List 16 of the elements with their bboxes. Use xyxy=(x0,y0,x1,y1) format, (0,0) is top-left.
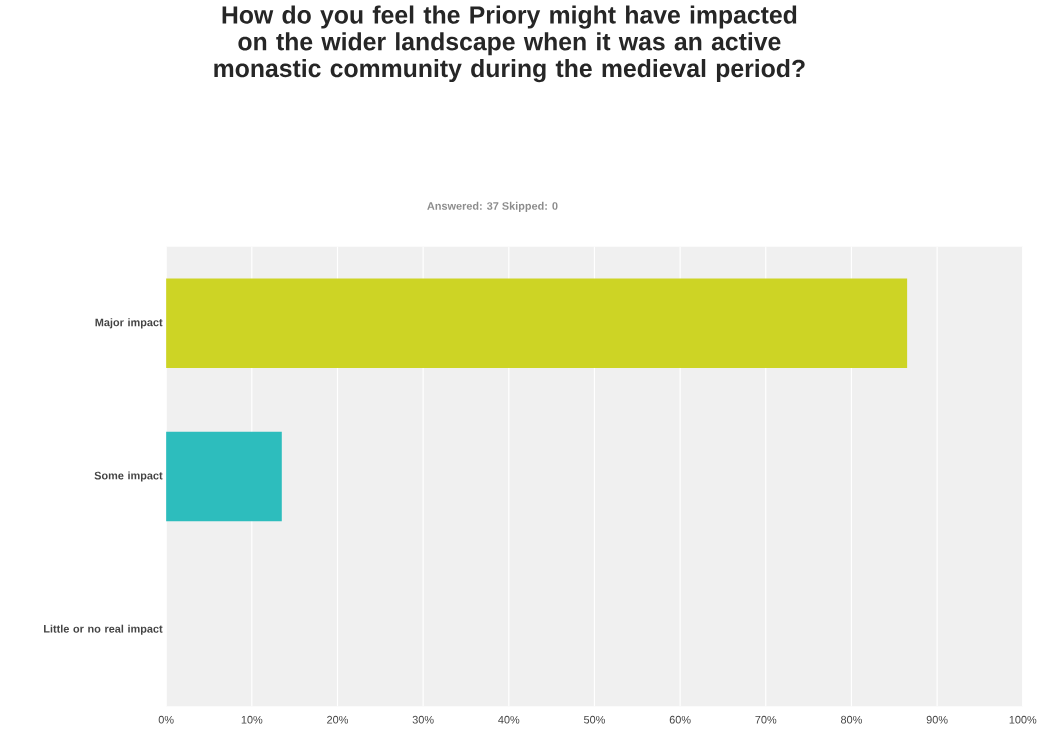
x-tick-label: 20% xyxy=(327,715,348,724)
x-tick-label: 80% xyxy=(841,715,862,724)
chart-subtitle: Answered: 37 Skipped: 0 xyxy=(427,201,558,212)
x-tick-label: 70% xyxy=(755,715,777,724)
x-tick-label: 60% xyxy=(669,715,691,724)
chart-title: How do you feel the Priory might have impacted on the wider landscape when it was an active monastic community during the medieval period? xyxy=(214,5,805,83)
x-tick-label: 40% xyxy=(498,715,520,724)
x-tick-label: 50% xyxy=(583,715,605,724)
x-tick-label: 90% xyxy=(926,715,948,724)
x-tick-label: 10% xyxy=(241,715,263,724)
x-tick-label: 0% xyxy=(158,715,174,724)
y-tick-label: Some impact xyxy=(94,471,163,482)
y-tick-label: Little or no real impact xyxy=(44,624,163,635)
y-tick-label: Major impact xyxy=(95,318,163,329)
x-tick-label: 100% xyxy=(1009,715,1037,724)
x-tick-label: 30% xyxy=(412,715,434,724)
